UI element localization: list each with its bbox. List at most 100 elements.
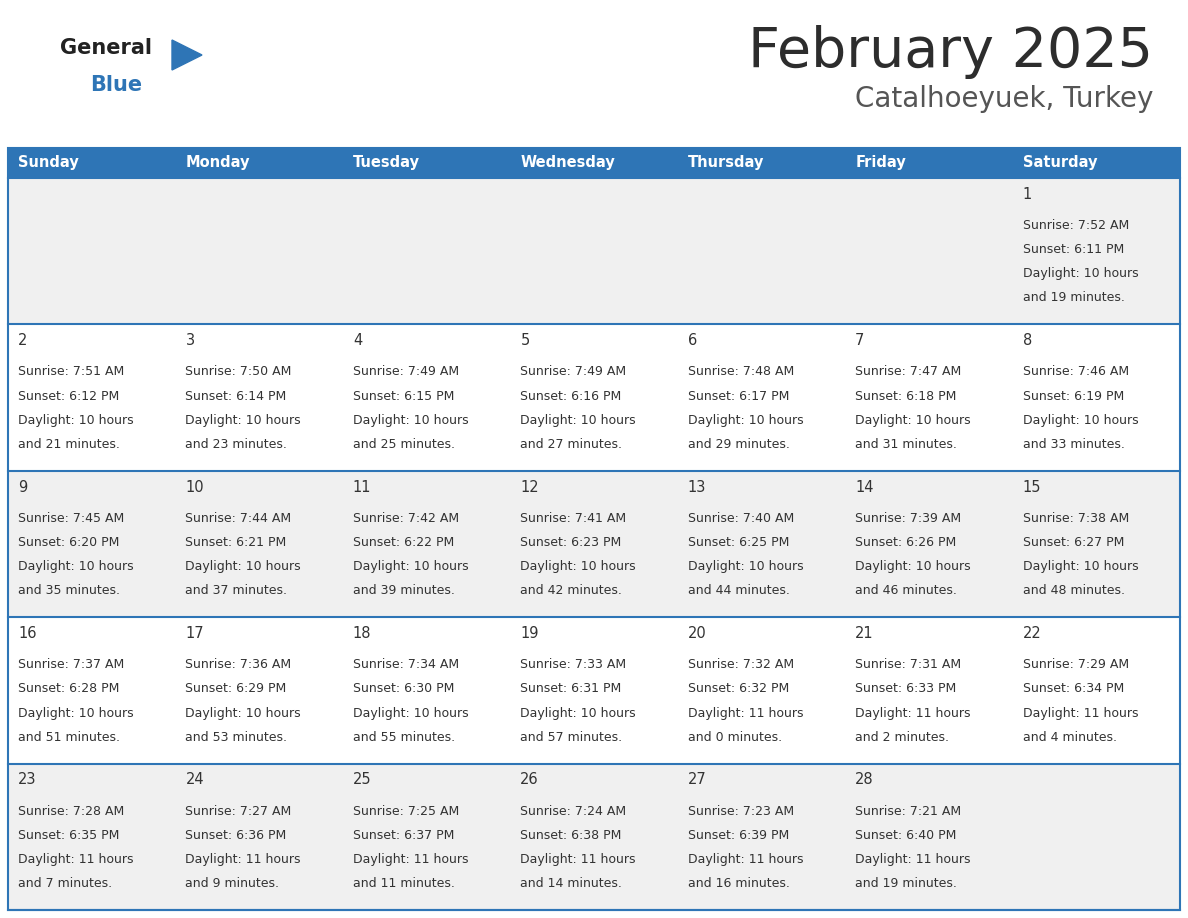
Text: Sunset: 6:26 PM: Sunset: 6:26 PM — [855, 536, 956, 549]
Text: Sunrise: 7:24 AM: Sunrise: 7:24 AM — [520, 804, 626, 818]
Text: Sunday: Sunday — [18, 155, 78, 171]
Text: and 19 minutes.: and 19 minutes. — [1023, 291, 1125, 305]
Text: February 2025: February 2025 — [748, 25, 1154, 79]
Text: Sunrise: 7:36 AM: Sunrise: 7:36 AM — [185, 658, 291, 671]
Text: and 31 minutes.: and 31 minutes. — [855, 438, 958, 451]
Text: and 48 minutes.: and 48 minutes. — [1023, 584, 1125, 598]
Text: Monday: Monday — [185, 155, 249, 171]
FancyBboxPatch shape — [8, 148, 176, 178]
Text: Daylight: 10 hours: Daylight: 10 hours — [1023, 560, 1138, 573]
Text: Sunrise: 7:23 AM: Sunrise: 7:23 AM — [688, 804, 794, 818]
Text: Sunrise: 7:49 AM: Sunrise: 7:49 AM — [353, 365, 459, 378]
Text: 20: 20 — [688, 626, 707, 641]
Text: Daylight: 10 hours: Daylight: 10 hours — [855, 414, 971, 427]
Text: 27: 27 — [688, 772, 707, 788]
Text: and 0 minutes.: and 0 minutes. — [688, 731, 782, 744]
Text: 19: 19 — [520, 626, 539, 641]
Text: 26: 26 — [520, 772, 539, 788]
Text: Sunset: 6:36 PM: Sunset: 6:36 PM — [185, 829, 286, 842]
Text: Sunrise: 7:45 AM: Sunrise: 7:45 AM — [18, 512, 125, 525]
Text: Sunrise: 7:21 AM: Sunrise: 7:21 AM — [855, 804, 961, 818]
Text: General: General — [61, 38, 152, 58]
Text: 11: 11 — [353, 479, 372, 495]
Text: and 9 minutes.: and 9 minutes. — [185, 877, 279, 890]
Text: Sunset: 6:39 PM: Sunset: 6:39 PM — [688, 829, 789, 842]
Text: Sunrise: 7:47 AM: Sunrise: 7:47 AM — [855, 365, 961, 378]
Text: Daylight: 10 hours: Daylight: 10 hours — [353, 560, 468, 573]
Text: 23: 23 — [18, 772, 37, 788]
Text: 28: 28 — [855, 772, 874, 788]
Text: Daylight: 10 hours: Daylight: 10 hours — [18, 707, 134, 720]
Text: and 16 minutes.: and 16 minutes. — [688, 877, 790, 890]
FancyBboxPatch shape — [511, 148, 677, 178]
Text: Daylight: 10 hours: Daylight: 10 hours — [688, 414, 803, 427]
FancyBboxPatch shape — [176, 148, 343, 178]
Text: Daylight: 10 hours: Daylight: 10 hours — [353, 414, 468, 427]
FancyBboxPatch shape — [677, 148, 845, 178]
Text: and 46 minutes.: and 46 minutes. — [855, 584, 958, 598]
Text: Daylight: 10 hours: Daylight: 10 hours — [688, 560, 803, 573]
Text: Daylight: 11 hours: Daylight: 11 hours — [688, 853, 803, 866]
Text: Daylight: 10 hours: Daylight: 10 hours — [855, 560, 971, 573]
FancyBboxPatch shape — [8, 617, 1180, 764]
Text: Sunset: 6:12 PM: Sunset: 6:12 PM — [18, 389, 119, 403]
Text: Sunrise: 7:48 AM: Sunrise: 7:48 AM — [688, 365, 794, 378]
Text: 15: 15 — [1023, 479, 1041, 495]
Text: Daylight: 10 hours: Daylight: 10 hours — [520, 414, 636, 427]
Text: 1: 1 — [1023, 186, 1032, 202]
Text: and 35 minutes.: and 35 minutes. — [18, 584, 120, 598]
Text: Blue: Blue — [90, 75, 143, 95]
Text: Tuesday: Tuesday — [353, 155, 419, 171]
FancyBboxPatch shape — [8, 764, 1180, 910]
Text: 17: 17 — [185, 626, 204, 641]
Text: Daylight: 10 hours: Daylight: 10 hours — [18, 560, 134, 573]
Text: Saturday: Saturday — [1023, 155, 1097, 171]
Text: Sunrise: 7:46 AM: Sunrise: 7:46 AM — [1023, 365, 1129, 378]
Text: Sunrise: 7:40 AM: Sunrise: 7:40 AM — [688, 512, 794, 525]
Text: Daylight: 10 hours: Daylight: 10 hours — [1023, 414, 1138, 427]
Text: Thursday: Thursday — [688, 155, 764, 171]
Text: Sunrise: 7:44 AM: Sunrise: 7:44 AM — [185, 512, 291, 525]
Text: Sunrise: 7:42 AM: Sunrise: 7:42 AM — [353, 512, 459, 525]
Text: 12: 12 — [520, 479, 539, 495]
Text: 9: 9 — [18, 479, 27, 495]
Text: and 55 minutes.: and 55 minutes. — [353, 731, 455, 744]
Text: Daylight: 10 hours: Daylight: 10 hours — [185, 414, 301, 427]
Text: and 25 minutes.: and 25 minutes. — [353, 438, 455, 451]
Text: Sunrise: 7:52 AM: Sunrise: 7:52 AM — [1023, 219, 1129, 232]
Text: and 23 minutes.: and 23 minutes. — [185, 438, 287, 451]
Text: Daylight: 10 hours: Daylight: 10 hours — [1023, 267, 1138, 280]
Text: and 57 minutes.: and 57 minutes. — [520, 731, 623, 744]
Text: Sunrise: 7:32 AM: Sunrise: 7:32 AM — [688, 658, 794, 671]
Text: Sunset: 6:38 PM: Sunset: 6:38 PM — [520, 829, 621, 842]
Text: Sunset: 6:18 PM: Sunset: 6:18 PM — [855, 389, 956, 403]
Text: Sunrise: 7:34 AM: Sunrise: 7:34 AM — [353, 658, 459, 671]
Text: and 2 minutes.: and 2 minutes. — [855, 731, 949, 744]
Text: and 39 minutes.: and 39 minutes. — [353, 584, 455, 598]
Text: Sunset: 6:28 PM: Sunset: 6:28 PM — [18, 682, 120, 695]
Text: Sunrise: 7:28 AM: Sunrise: 7:28 AM — [18, 804, 125, 818]
Text: 2: 2 — [18, 333, 27, 348]
Text: Sunset: 6:16 PM: Sunset: 6:16 PM — [520, 389, 621, 403]
Text: Daylight: 10 hours: Daylight: 10 hours — [353, 707, 468, 720]
Text: Daylight: 11 hours: Daylight: 11 hours — [520, 853, 636, 866]
Text: Daylight: 11 hours: Daylight: 11 hours — [353, 853, 468, 866]
Text: Sunset: 6:35 PM: Sunset: 6:35 PM — [18, 829, 120, 842]
Text: Daylight: 11 hours: Daylight: 11 hours — [185, 853, 301, 866]
Text: Sunset: 6:31 PM: Sunset: 6:31 PM — [520, 682, 621, 695]
Text: 16: 16 — [18, 626, 37, 641]
FancyBboxPatch shape — [8, 471, 1180, 617]
Text: 25: 25 — [353, 772, 372, 788]
Text: Sunrise: 7:31 AM: Sunrise: 7:31 AM — [855, 658, 961, 671]
Text: Daylight: 10 hours: Daylight: 10 hours — [185, 707, 301, 720]
FancyBboxPatch shape — [8, 324, 1180, 471]
Text: Sunrise: 7:29 AM: Sunrise: 7:29 AM — [1023, 658, 1129, 671]
Text: and 19 minutes.: and 19 minutes. — [855, 877, 958, 890]
Text: 4: 4 — [353, 333, 362, 348]
Text: 3: 3 — [185, 333, 195, 348]
Text: Daylight: 10 hours: Daylight: 10 hours — [520, 707, 636, 720]
Text: Daylight: 11 hours: Daylight: 11 hours — [18, 853, 133, 866]
Text: 10: 10 — [185, 479, 204, 495]
Text: Sunset: 6:17 PM: Sunset: 6:17 PM — [688, 389, 789, 403]
Text: and 27 minutes.: and 27 minutes. — [520, 438, 623, 451]
